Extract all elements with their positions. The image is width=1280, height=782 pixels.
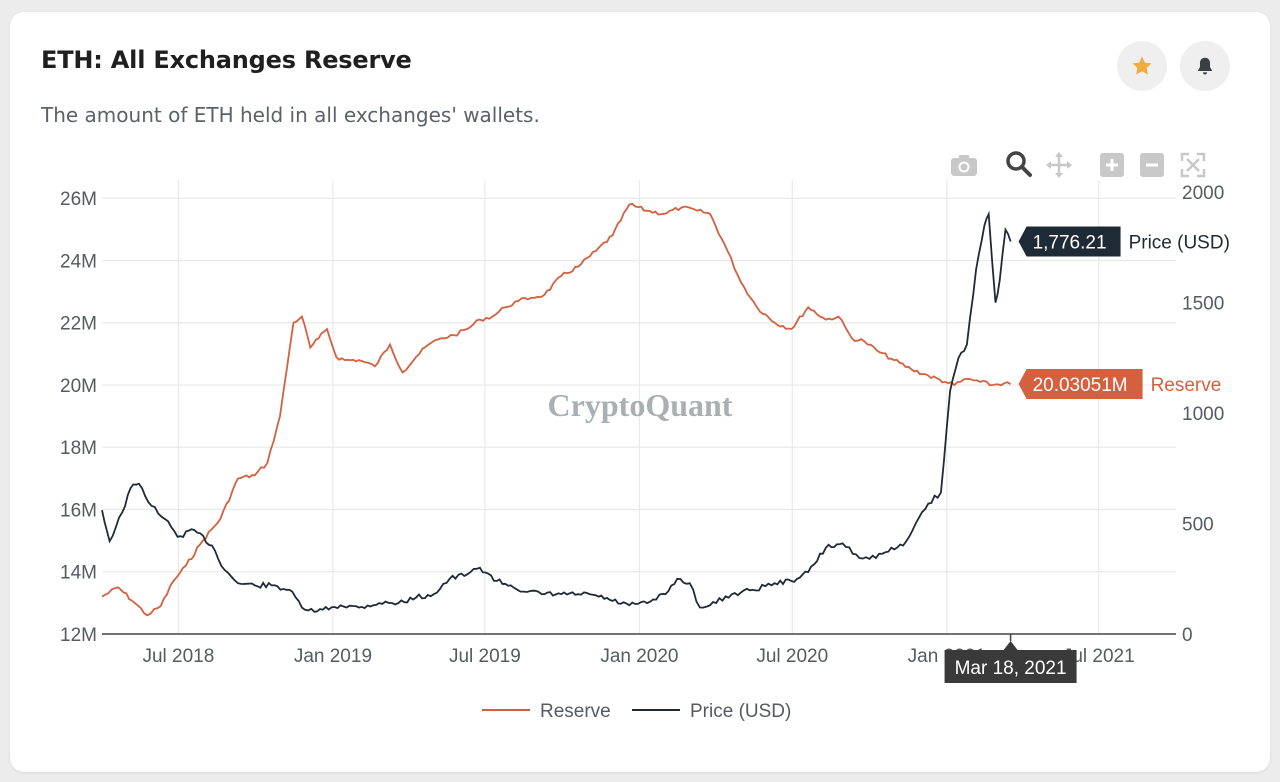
watermark: CryptoQuant	[548, 387, 733, 423]
x-tick-label: Jul 2018	[142, 646, 214, 667]
camera-icon[interactable]	[951, 155, 977, 176]
zoom-in-icon[interactable]	[1100, 153, 1124, 177]
bell-icon	[1198, 57, 1212, 75]
legend-label: Reserve	[540, 701, 611, 722]
series-line-price	[101, 210, 1012, 613]
date-tooltip-value: Mar 18, 2021	[955, 658, 1067, 679]
date-tooltip: Mar 18, 2021	[944, 641, 1077, 683]
reserve-tooltip-value: 20.03051M	[1033, 375, 1128, 396]
x-tick-label: Jan 2020	[600, 646, 678, 667]
legend-item-reserve[interactable]: Reserve	[482, 701, 611, 722]
legend-item-price[interactable]: Price (USD)	[632, 701, 791, 722]
autoscale-icon[interactable]	[1180, 152, 1206, 178]
zoom-icon[interactable]	[1006, 151, 1032, 177]
favorite-button[interactable]	[1117, 41, 1167, 91]
page-title: ETH: All Exchanges Reserve	[41, 46, 412, 74]
y-right-tick-label: 1500	[1182, 294, 1224, 315]
zoom-out-icon[interactable]	[1140, 153, 1164, 177]
x-tick-label: Jul 2020	[756, 646, 828, 667]
x-tick-label: Jan 2019	[294, 646, 372, 667]
x-tick-label: Jul 2019	[449, 646, 521, 667]
price-tooltip: 1,776.21 Price (USD)	[1018, 226, 1230, 257]
y-left-tick-label: 24M	[60, 251, 97, 272]
legend-label: Price (USD)	[690, 701, 791, 722]
star-icon	[1132, 56, 1152, 75]
pan-icon[interactable]	[1046, 152, 1072, 178]
y-right-tick-label: 0	[1182, 625, 1193, 646]
price-tooltip-label: Price (USD)	[1129, 232, 1230, 253]
y-left-tick-label: 16M	[60, 500, 97, 521]
hover-tooltips: 1,776.21 Price (USD) 20.03051M Reserve M…	[944, 226, 1230, 683]
y-left-tick-label: 26M	[60, 189, 97, 210]
price-tooltip-value: 1,776.21	[1033, 232, 1107, 253]
alert-button[interactable]	[1180, 41, 1230, 91]
x-tick-label: Jul 2021	[1063, 646, 1135, 667]
page-subtitle: The amount of ETH held in all exchanges'…	[41, 103, 540, 127]
y-right-tick-label: 2000	[1182, 183, 1224, 204]
series	[101, 202, 1012, 617]
y-left-tick-label: 18M	[60, 438, 97, 459]
reserve-tooltip: 20.03051M Reserve	[1018, 369, 1222, 400]
reserve-tooltip-label: Reserve	[1151, 375, 1222, 396]
y-left-tick-label: 22M	[60, 314, 97, 335]
y-right-tick-label: 500	[1182, 515, 1214, 536]
y-left-tick-label: 20M	[60, 376, 97, 397]
series-line-reserve	[101, 202, 1012, 617]
y-left-tick-label: 12M	[60, 625, 97, 646]
legend: Reserve Price (USD)	[482, 701, 791, 722]
y-left-tick-label: 14M	[60, 563, 97, 584]
y-right-tick-label: 1000	[1182, 404, 1224, 425]
